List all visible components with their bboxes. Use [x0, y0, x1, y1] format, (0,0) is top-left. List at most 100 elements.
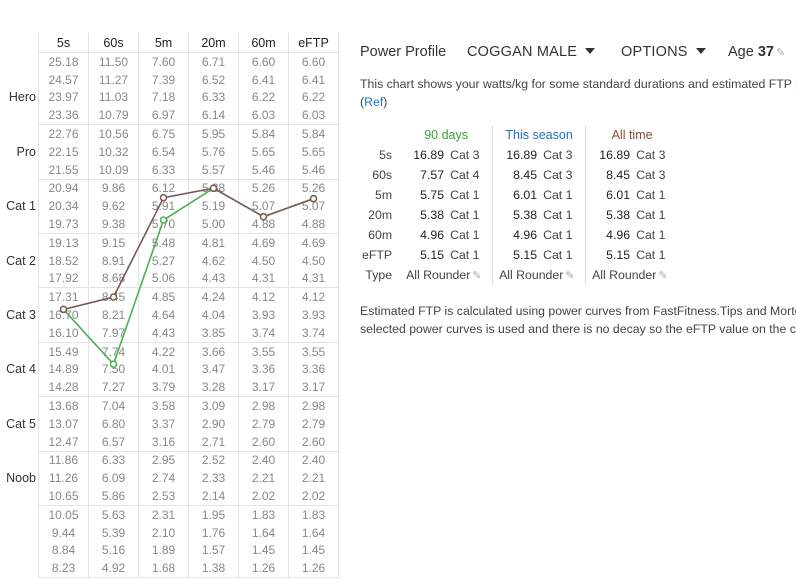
data-point[interactable]: [209, 184, 218, 192]
pencil-icon[interactable]: ✎: [775, 47, 786, 59]
grid-cell: 7.18: [138, 88, 189, 107]
grid-cell: 14.28: [38, 378, 89, 397]
data-point[interactable]: [309, 194, 318, 203]
grid-cell: 4.01: [138, 360, 189, 379]
summary-value: 16.89: [413, 148, 445, 162]
grid-cell: 4.12: [288, 287, 339, 307]
grid-cell: 3.28: [188, 378, 239, 397]
data-point[interactable]: [109, 293, 118, 301]
grid-cell: 6.41: [238, 70, 289, 89]
grid-cell: 15.49: [38, 341, 89, 361]
grid-cell: 4.04: [188, 306, 239, 324]
grid-row: 11.26 6.09 2.74 2.33 2.21 2.21: [38, 469, 339, 488]
data-point[interactable]: [159, 193, 168, 202]
grid-row: 11.86 6.33 2.95 2.52 2.40 2.40: [38, 450, 339, 470]
grid-cell: 2.74: [138, 469, 189, 488]
grid-cell: 3.55: [238, 341, 289, 361]
summary-value: 5.38: [420, 208, 445, 222]
grid-cell: 8.21: [88, 306, 139, 324]
grid-col-header: 5s: [38, 33, 89, 53]
grid-cell: 6.09: [88, 469, 139, 488]
ref-link[interactable]: Ref: [364, 95, 384, 109]
grid-cell: 2.40: [238, 450, 289, 470]
grid-cell: 4.69: [288, 232, 339, 252]
grid-cell: 2.02: [288, 487, 339, 506]
grid-cell: 3.85: [188, 323, 239, 343]
summary-category: Cat 1: [543, 228, 573, 242]
grid-cell: 4.64: [138, 306, 189, 324]
grid-cell: 6.71: [188, 51, 239, 71]
grid-cell: 6.14: [188, 106, 239, 125]
grid-cell: 5.19: [188, 197, 239, 216]
grid-cell: 4.92: [88, 559, 139, 579]
grid-cell: 6.03: [238, 106, 289, 125]
category-label: Cat 1: [6, 199, 36, 214]
grid-row: 12.47 6.57 3.16 2.71 2.60 2.60: [38, 432, 339, 452]
data-point[interactable]: [259, 212, 268, 221]
summary-row-label: 5s: [379, 148, 393, 162]
col-header-all-time: All time: [585, 125, 679, 145]
grid-cell: 7.27: [88, 378, 139, 397]
rider-type[interactable]: All Rounder ✎: [585, 265, 679, 285]
grid-row: 10.05 5.63 2.31 1.95 1.83 1.83: [38, 504, 339, 524]
grid-cell: 5.16: [88, 541, 139, 560]
grid-cell: 2.60: [288, 432, 339, 452]
grid-cell: 12.47: [38, 432, 89, 452]
grid-cell: 8.68: [88, 269, 139, 288]
grid-cell: 5.00: [188, 215, 239, 234]
grid-cell: 6.60: [288, 51, 339, 71]
grid-cell: 6.75: [138, 124, 189, 143]
description-text: This chart shows your watts/kg for some …: [360, 77, 796, 91]
data-point[interactable]: [59, 305, 68, 314]
grid-cell: 18.52: [38, 251, 89, 270]
grid-cell: 6.12: [138, 178, 189, 198]
grid-cell: 10.05: [38, 504, 89, 524]
category-label: Cat 5: [6, 416, 36, 431]
grid-cell: 19.73: [38, 215, 89, 234]
pencil-icon[interactable]: ✎: [565, 270, 575, 282]
grid-cell: 8.84: [38, 541, 89, 560]
grid-col-header: 5m: [138, 33, 189, 53]
rider-type[interactable]: All Rounder ✎: [492, 265, 586, 285]
data-point[interactable]: [109, 360, 118, 368]
summary-row-label: Type: [365, 268, 393, 282]
grid-cell: 3.17: [288, 378, 339, 397]
grid-col-header: 20m: [188, 33, 239, 53]
summary-value: 6.01: [585, 185, 631, 205]
grid-cell: 5.07: [238, 197, 289, 216]
description: This chart shows your watts/kg for some …: [360, 75, 796, 111]
summary-value: 8.45: [585, 165, 631, 185]
grid-cell: 1.76: [188, 523, 239, 542]
grid-col-header: eFTP: [288, 33, 339, 53]
summary-type-row: Type All Rounder ✎ All Rounder ✎ All Rounder ✎: [362, 265, 679, 285]
grid-cell: 21.55: [38, 160, 89, 180]
grid-cell: 2.14: [188, 487, 239, 506]
grid-cell: 10.09: [88, 160, 139, 180]
grid-cell: 9.15: [88, 232, 139, 252]
page-title: Power Profile: [360, 44, 447, 60]
grid-cell: 5.65: [238, 142, 289, 161]
grid-cell: 1.57: [188, 541, 239, 560]
summary-value: 8.45: [492, 165, 538, 185]
grid-cell: 1.68: [138, 559, 189, 579]
grid-cell: 4.43: [138, 323, 189, 343]
age-field[interactable]: Age 37 ✎: [728, 44, 785, 60]
data-point[interactable]: [159, 216, 168, 224]
grid-cell: 4.88: [238, 215, 289, 234]
summary-value: 7.57: [420, 168, 445, 182]
grid-cell: 5.26: [238, 178, 289, 198]
category-label: Hero: [8, 90, 36, 105]
summary-row-label: 20m: [368, 208, 393, 222]
summary-category: Cat 1: [636, 248, 666, 262]
pencil-icon[interactable]: ✎: [472, 270, 482, 282]
grid-cell: 7.39: [138, 70, 189, 89]
pencil-icon[interactable]: ✎: [658, 270, 668, 282]
grid-cell: 5.48: [138, 232, 189, 252]
rider-type[interactable]: All Rounder ✎: [400, 265, 493, 285]
grid-cell: 2.79: [238, 414, 289, 433]
options-button[interactable]: OPTIONS: [621, 44, 706, 60]
profile-select[interactable]: COGGAN MALE: [467, 44, 596, 60]
grid-cell: 8.91: [88, 251, 139, 270]
grid-row: 19.73 9.38 5.70 5.00 4.88 4.88: [38, 215, 339, 234]
grid-cell: 2.52: [188, 450, 239, 470]
